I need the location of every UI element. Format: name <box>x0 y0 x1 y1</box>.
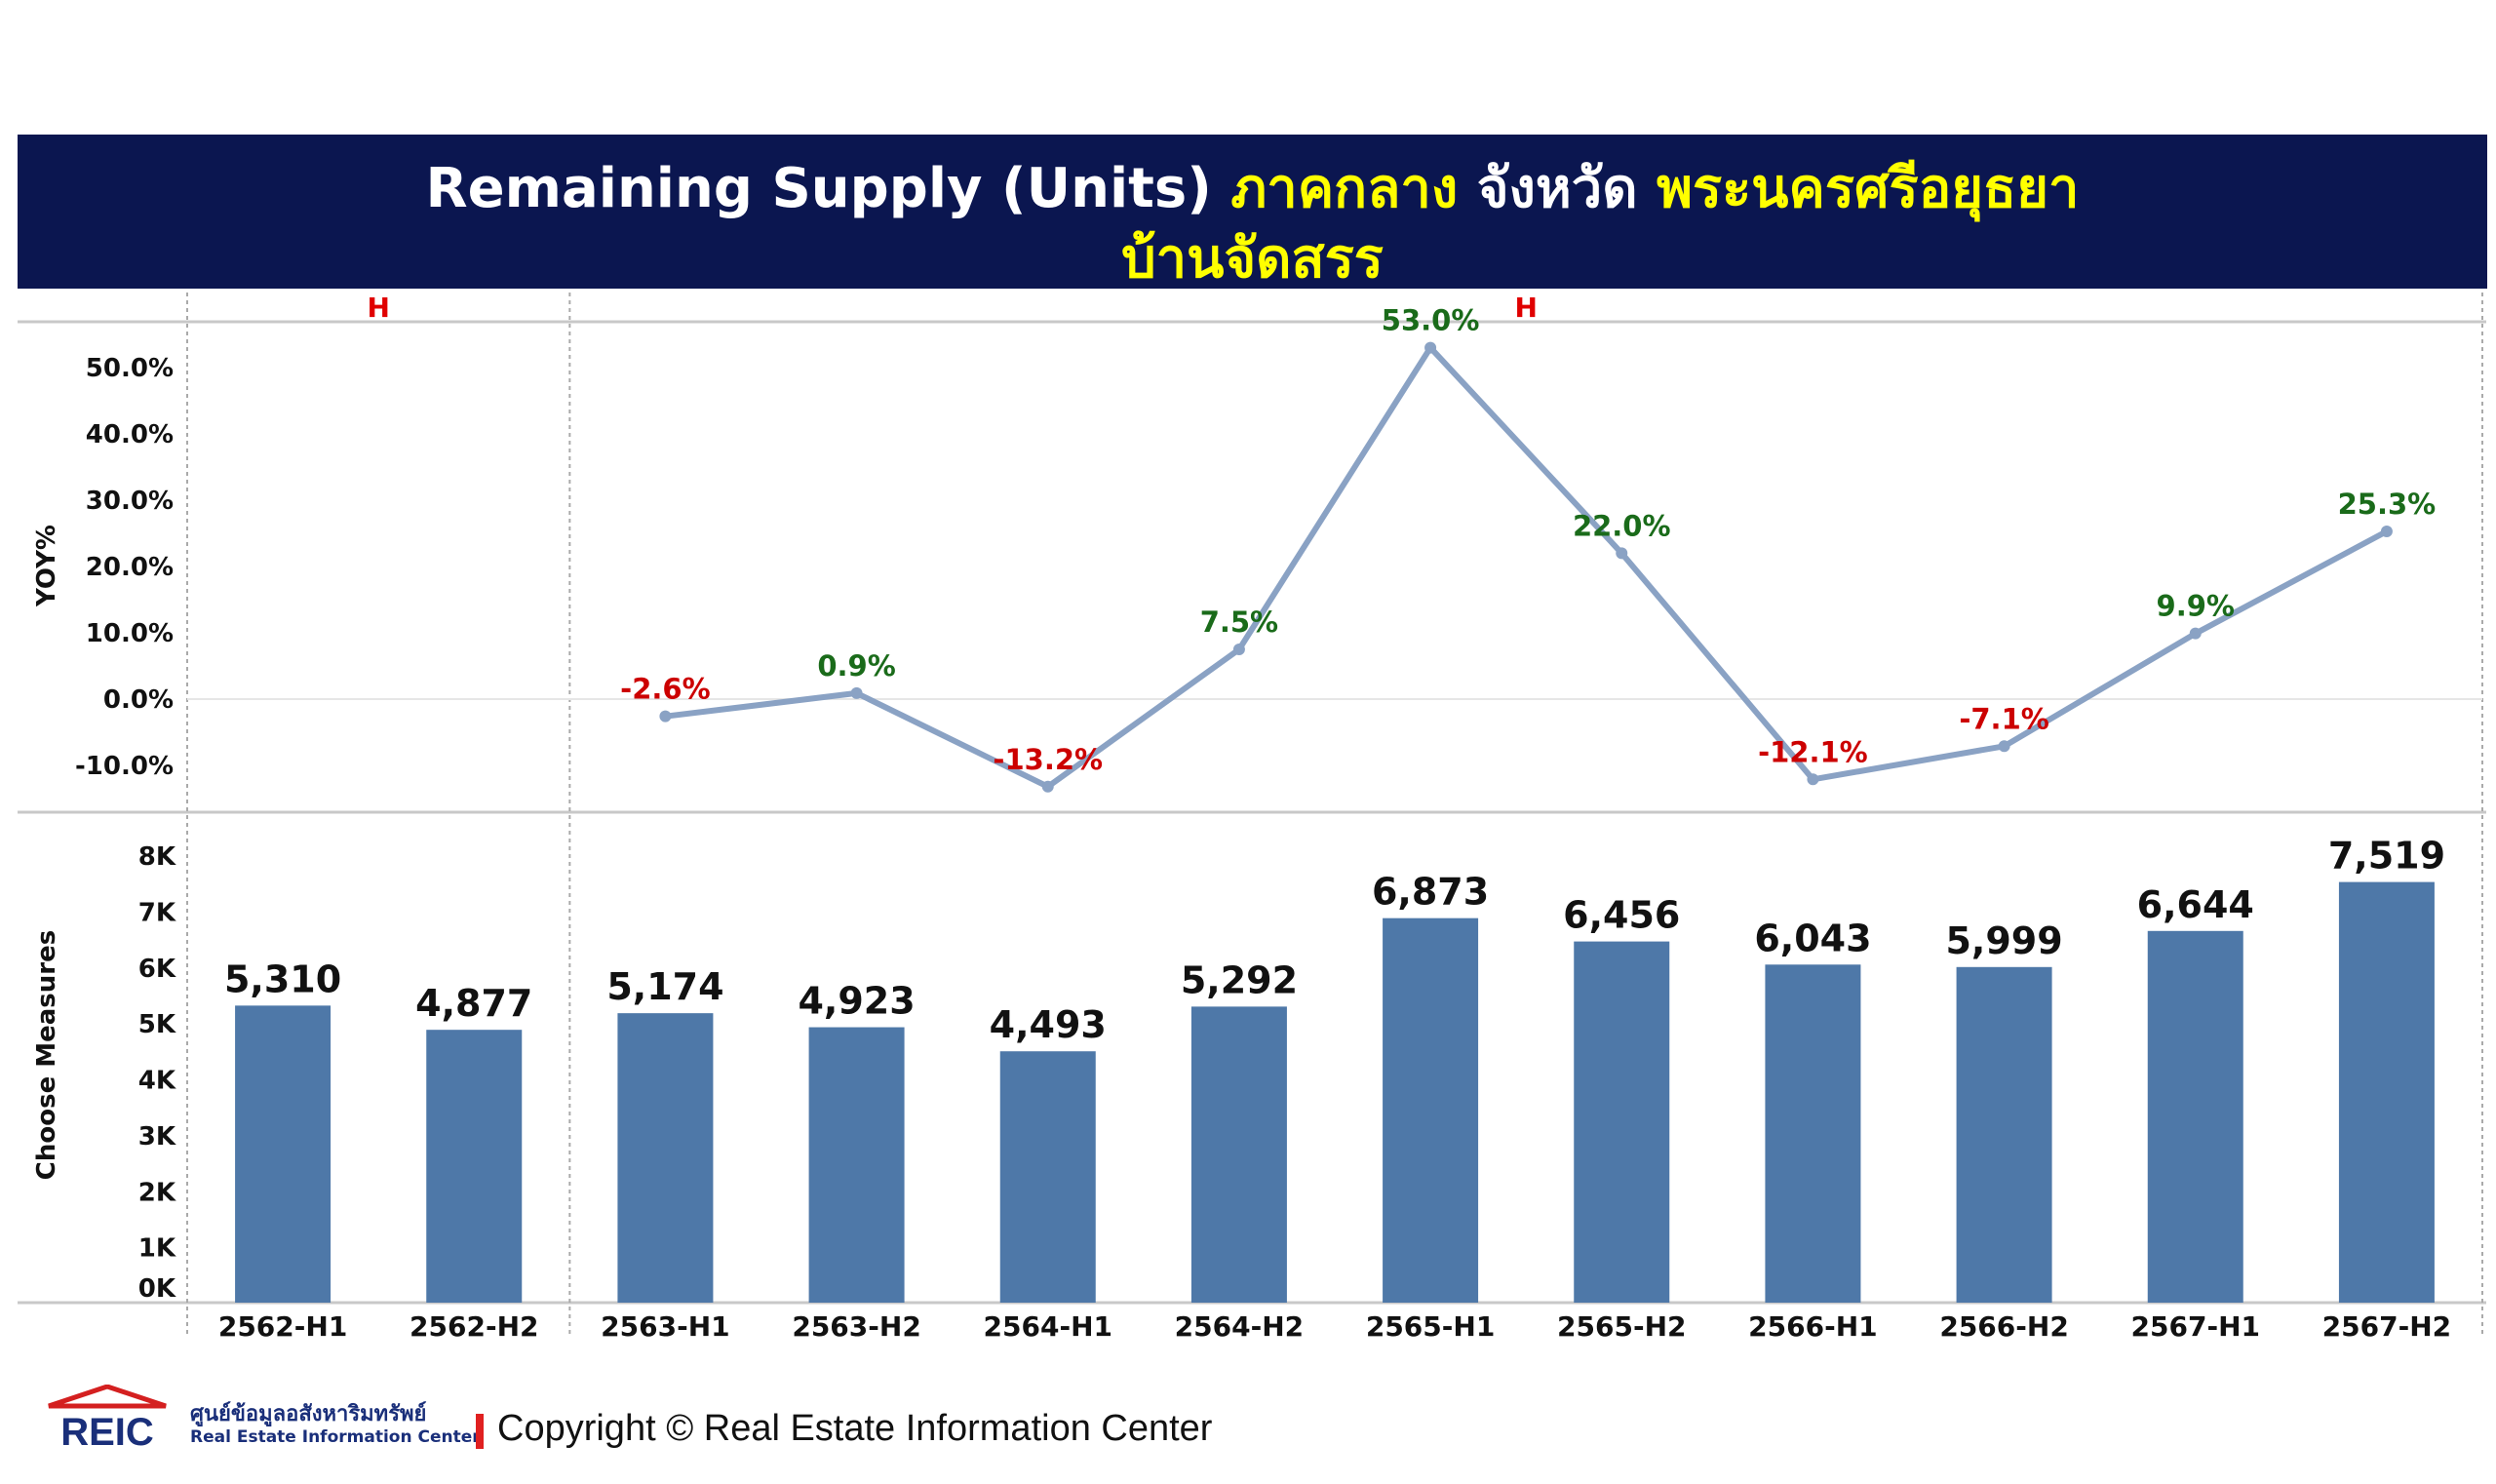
x-tick-label: 2564-H2 <box>1175 1310 1304 1343</box>
yoy-data-label: 9.9% <box>2157 590 2235 623</box>
supply-bar <box>1765 964 1861 1303</box>
supply-bar <box>426 1030 523 1303</box>
supply-tick-label: 7K <box>138 898 176 927</box>
supply-tick-label: 3K <box>138 1122 176 1152</box>
x-axis: 2562-H1 2562-H2 2563-H1 2563-H2 2564-H1 2564-… <box>218 1310 2451 1343</box>
supply-bar <box>1574 941 1670 1303</box>
yoy-tick-label: 20.0% <box>86 553 174 582</box>
x-tick-label: 2565-H2 <box>1557 1310 1686 1343</box>
yoy-point <box>1424 341 1437 354</box>
supply-bar <box>235 1005 332 1303</box>
supply-bar <box>1190 1006 1287 1303</box>
yoy-data-label: 0.9% <box>817 649 895 683</box>
supply-data-label: 5,174 <box>606 965 723 1008</box>
title-main: Remaining Supply (Units) <box>425 157 1212 220</box>
logo-thai-name: ศูนย์ข้อมูลอสังหาริมทรัพย์ <box>190 1402 427 1426</box>
yoy-point <box>1232 644 1245 655</box>
yoy-tick-label: -10.0% <box>75 752 174 781</box>
yoy-point <box>659 710 672 722</box>
x-tick-label: 2567-H2 <box>2322 1310 2451 1343</box>
yoy-point <box>850 686 863 699</box>
supply-tick-label: 0K <box>138 1274 176 1304</box>
x-tick-label: 2563-H1 <box>601 1310 729 1343</box>
supply-bar <box>2147 930 2243 1303</box>
footer: REIC ศูนย์ข้อมูลอสังหาริมทรัพย์ Real Est… <box>39 1385 1404 1453</box>
supply-data-label: 5,999 <box>1945 919 2062 962</box>
supply-tick-label: 4K <box>138 1067 176 1096</box>
yoy-tick-label: 30.0% <box>86 487 174 516</box>
chart-title: Remaining Supply (Units) ภาคกลาง จังหวัด… <box>18 144 2487 231</box>
x-tick-label: 2565-H1 <box>1366 1310 1495 1343</box>
yoy-point <box>2189 627 2202 640</box>
yoy-data-label: 25.3% <box>2338 488 2437 521</box>
supply-bar <box>999 1051 1096 1303</box>
supply-bar <box>1956 966 2052 1303</box>
yoy-point <box>1616 547 1628 560</box>
column-header-label: H <box>367 292 389 324</box>
supply-data-label: 4,877 <box>415 982 532 1025</box>
supply-data-label: 6,644 <box>2137 883 2254 926</box>
supply-data-label: 5,310 <box>224 957 341 1000</box>
yoy-data-label: -12.1% <box>1758 735 1868 768</box>
copyright-text: Copyright © Real Estate Information Cent… <box>497 1408 1213 1449</box>
title-region: ภาคกลาง <box>1230 157 1459 220</box>
yoy-point <box>1998 740 2010 753</box>
x-tick-label: 2562-H1 <box>218 1310 347 1343</box>
supply-tick-label: 1K <box>138 1234 176 1264</box>
reic-logo: REIC <box>48 1385 167 1453</box>
yoy-point <box>2380 525 2393 537</box>
yoy-axis-title: YOY% <box>32 525 61 607</box>
supply-data-label: 5,292 <box>1181 958 1298 1001</box>
yoy-tick-label: 10.0% <box>86 619 174 648</box>
yoy-data-label: 7.5% <box>1200 605 1278 639</box>
supply-axis: 8K 7K 6K 5K 4K 3K 2K 1K 0K Choose Measures <box>32 842 176 1304</box>
logo-english-name: Real Estate Information Center <box>190 1427 481 1447</box>
x-tick-label: 2562-H2 <box>410 1310 538 1343</box>
yoy-tick-label: 0.0% <box>103 685 174 715</box>
x-tick-label: 2566-H1 <box>1748 1310 1877 1343</box>
yoy-data-label: -7.1% <box>1959 702 2048 735</box>
yoy-data-label: -2.6% <box>620 673 710 706</box>
yoy-series-line <box>665 344 2389 790</box>
supply-bar <box>617 1013 714 1303</box>
chart-subtitle: บ้านจัดสรร <box>1121 227 1384 291</box>
supply-bar <box>2338 881 2435 1303</box>
yoy-line-plot: -2.6% 0.9% -13.2% 7.5% 53.0% 22.0% -12.1% -7.1%… <box>620 304 2436 793</box>
yoy-point <box>1807 773 1819 786</box>
title-province: พระนครศรีอยุธยา <box>1657 157 2080 220</box>
yoy-data-label: -13.2% <box>993 743 1103 776</box>
supply-tick-label: 8K <box>138 842 176 872</box>
x-tick-label: 2566-H2 <box>1939 1310 2068 1343</box>
yoy-data-label: 22.0% <box>1573 509 1671 542</box>
supply-tick-label: 5K <box>138 1010 176 1039</box>
yoy-data-label: 53.0% <box>1382 304 1480 337</box>
column-header-label: H <box>1514 292 1537 324</box>
supply-bar-plot: 5,310 4,877 5,174 4,923 4,493 5,292 6,873 6,456… <box>224 835 2445 1303</box>
yoy-point <box>1041 780 1054 793</box>
supply-data-label: 6,456 <box>1563 894 1680 937</box>
supply-bar <box>808 1027 905 1303</box>
supply-data-label: 6,043 <box>1754 917 1871 959</box>
title-province-label: จังหวัด <box>1476 157 1638 220</box>
supply-data-label: 4,493 <box>990 1003 1107 1046</box>
supply-data-label: 6,873 <box>1372 871 1489 914</box>
x-tick-label: 2564-H1 <box>984 1310 1112 1343</box>
yoy-tick-label: 40.0% <box>86 420 174 449</box>
yoy-axis: 50.0% 40.0% 30.0% 20.0% 10.0% 0.0% -10.0% YOY% <box>32 354 2482 781</box>
title-banner: Remaining Supply (Units) ภาคกลาง จังหวัด… <box>18 135 2487 291</box>
supply-data-label: 7,519 <box>2328 835 2445 878</box>
supply-tick-label: 6K <box>138 955 176 984</box>
logo-roof-icon <box>48 1385 167 1409</box>
supply-tick-label: 2K <box>138 1178 176 1207</box>
logo-text: REIC <box>60 1411 154 1453</box>
yoy-tick-label: 50.0% <box>86 354 174 383</box>
supply-axis-title: Choose Measures <box>32 930 61 1180</box>
copyright-divider <box>476 1414 484 1449</box>
supply-bar <box>1383 918 1479 1303</box>
x-tick-label: 2563-H2 <box>792 1310 920 1343</box>
x-tick-label: 2567-H1 <box>2131 1310 2260 1343</box>
supply-data-label: 4,923 <box>798 980 915 1023</box>
